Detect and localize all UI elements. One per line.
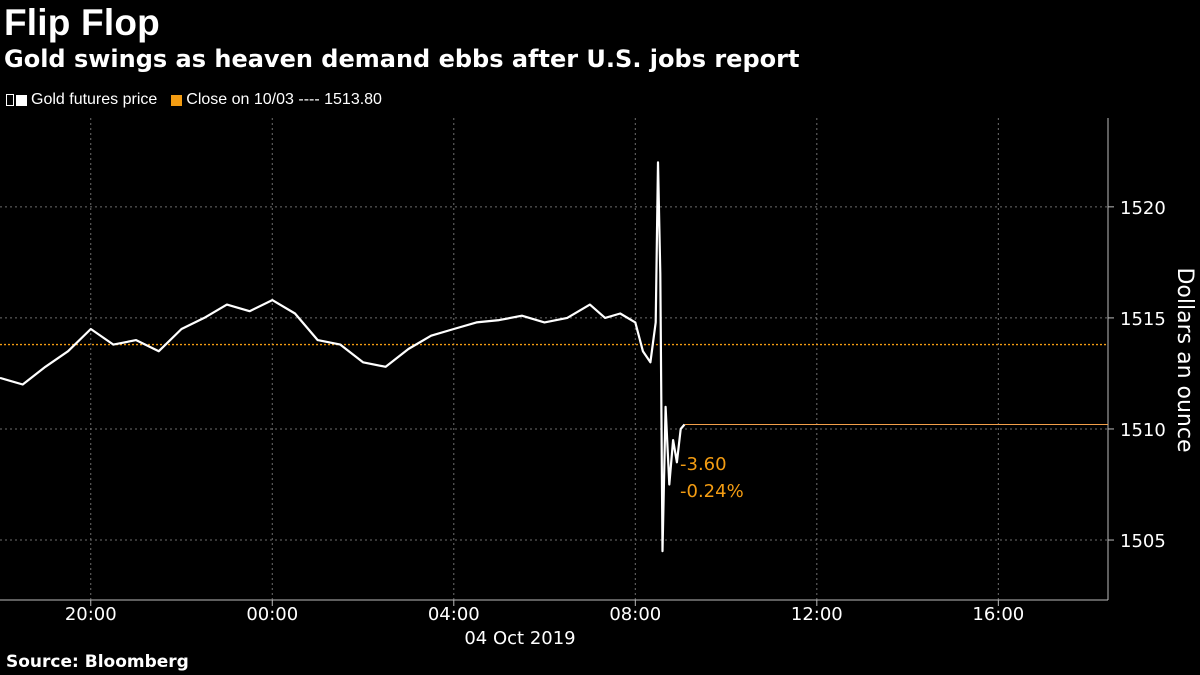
legend: Gold futures price Close on 10/03 ---- 1… <box>6 91 396 109</box>
legend-item-close: Close on 10/03 ---- 1513.80 <box>171 91 382 109</box>
legend-swatch-close <box>171 94 183 106</box>
chart-title: Flip Flop <box>4 2 160 43</box>
x-tick-label: 04:00 <box>428 604 480 625</box>
y-tick-label: 1510 <box>1120 420 1166 441</box>
x-tick-label: 20:00 <box>65 604 117 625</box>
legend-swatch-gold <box>16 94 27 106</box>
x-tick-label: 08:00 <box>609 604 661 625</box>
x-tick-label: 16:00 <box>972 604 1024 625</box>
x-tick-label: 12:00 <box>791 604 843 625</box>
source-note: Source: Bloomberg <box>6 652 189 672</box>
y-tick-label: 1505 <box>1120 531 1166 552</box>
y-tick-label: 1515 <box>1120 309 1166 330</box>
grid-lines <box>0 118 1108 600</box>
y-ticks: 1505 1510 1515 1520 <box>1108 198 1166 552</box>
legend-label-close: Close on 10/03 ---- 1513.80 <box>186 91 382 108</box>
legend-marker-icon <box>6 94 14 106</box>
chart-subtitle: Gold swings as heaven demand ebbs after … <box>4 45 800 73</box>
change-pct-annotation: -0.24% <box>680 481 744 502</box>
legend-item-gold: Gold futures price <box>6 91 157 109</box>
series-line-gold <box>0 161 686 553</box>
date-label: 04 Oct 2019 <box>464 628 575 649</box>
change-annotation: -3.60 <box>680 454 727 475</box>
y-tick-label: 1520 <box>1120 198 1166 219</box>
x-tick-label: 00:00 <box>246 604 298 625</box>
y-axis-label: Dollars an ounce <box>1172 267 1197 452</box>
legend-label-gold: Gold futures price <box>31 91 158 108</box>
x-ticks: 20:00 00:00 04:00 08:00 12:00 16:00 <box>65 600 1024 625</box>
